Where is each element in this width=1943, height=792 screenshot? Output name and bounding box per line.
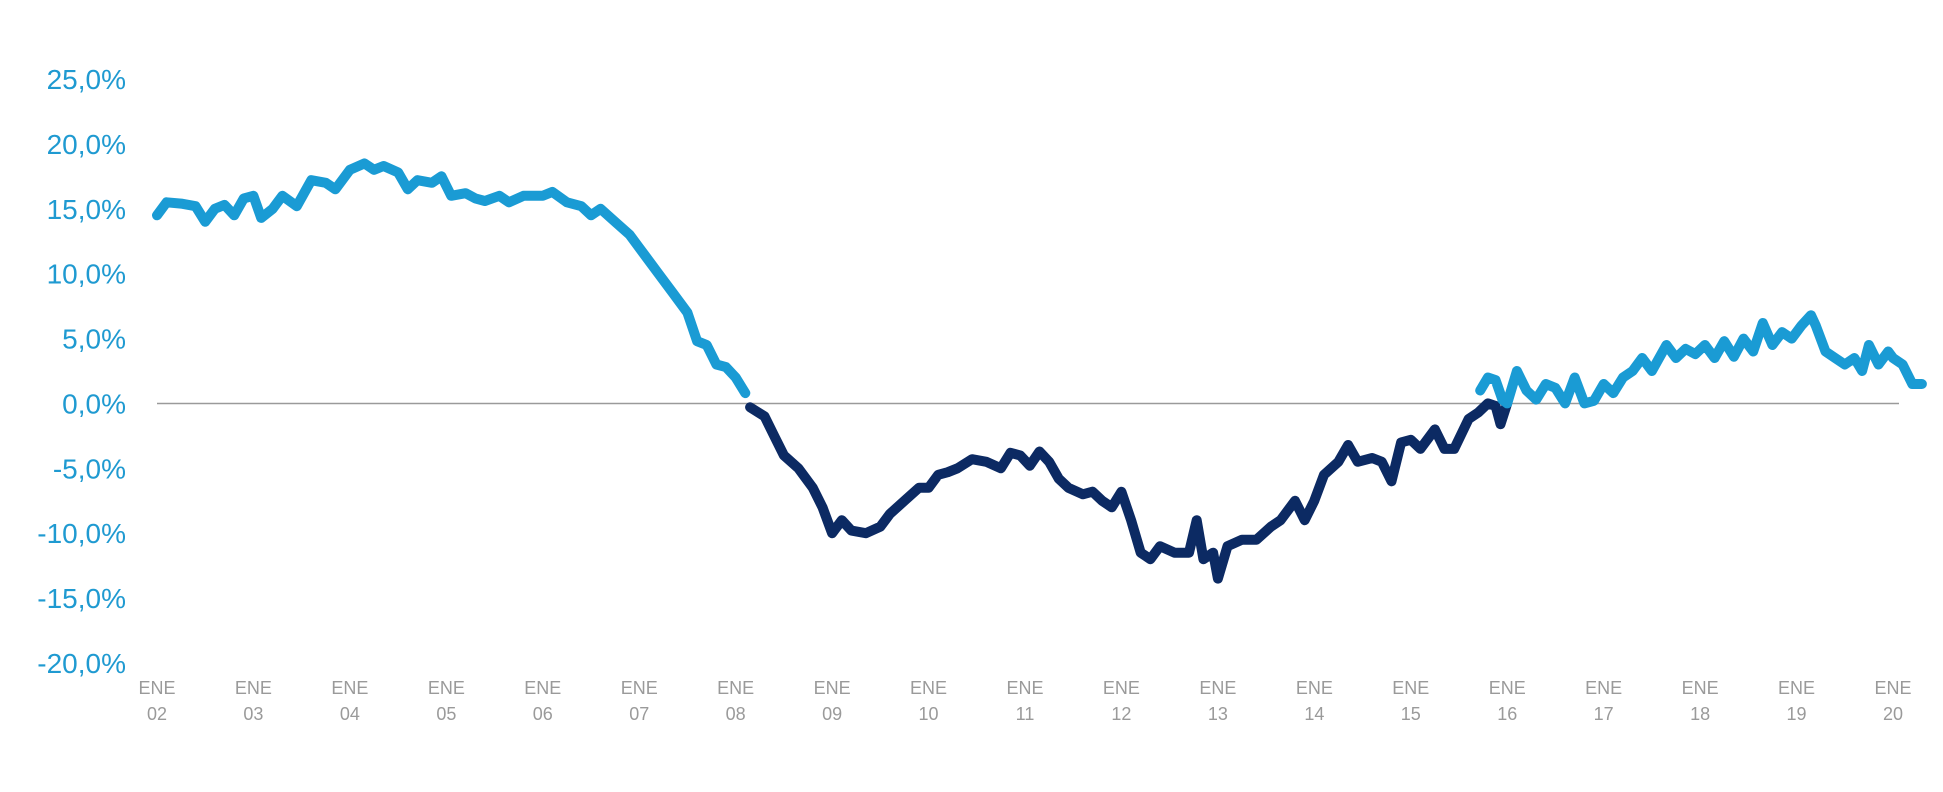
y-tick-label: -15,0% (37, 583, 126, 614)
y-tick-label: -5,0% (53, 453, 126, 484)
x-tick-label-bottom: 04 (340, 704, 360, 724)
x-tick-label-bottom: 05 (436, 704, 456, 724)
x-tick-label-top: ENE (621, 678, 658, 698)
series-line-2 (1475, 310, 1927, 409)
x-tick-label-top: ENE (235, 678, 272, 698)
x-tick-label-bottom: 18 (1690, 704, 1710, 724)
x-tick-label-top: ENE (524, 678, 561, 698)
x-tick-label-top: ENE (1006, 678, 1043, 698)
x-tick-label-bottom: 12 (1111, 704, 1131, 724)
x-tick-label-bottom: 14 (1304, 704, 1324, 724)
x-tick-label-top: ENE (1103, 678, 1140, 698)
x-axis: ENE 02 ENE 03 ENE 04 ENE 05 ENE 06 ENE 07 ENE 08 ENE 09… (138, 678, 1911, 724)
x-tick-label-bottom: 15 (1401, 704, 1421, 724)
x-tick-label-top: ENE (910, 678, 947, 698)
x-tick-label-bottom: 07 (629, 704, 649, 724)
x-tick-label-top: ENE (1489, 678, 1526, 698)
y-tick-label: 0,0% (62, 388, 126, 419)
x-tick-label-bottom: 03 (243, 704, 263, 724)
x-tick-label-top: ENE (1778, 678, 1815, 698)
x-tick-label-bottom: 16 (1497, 704, 1517, 724)
y-tick-label: -10,0% (37, 518, 126, 549)
x-tick-label-bottom: 19 (1787, 704, 1807, 724)
x-tick-label-bottom: 08 (726, 704, 746, 724)
series-line-1 (745, 398, 1513, 584)
y-tick-label: 5,0% (62, 324, 126, 355)
x-tick-label-bottom: 17 (1594, 704, 1614, 724)
x-tick-label-bottom: 09 (822, 704, 842, 724)
x-tick-label-top: ENE (1199, 678, 1236, 698)
y-axis: 25,0% 20,0% 15,0% 10,0% 5,0% 0,0% -5,0% -10,0% -… (37, 64, 126, 679)
x-tick-label-top: ENE (1682, 678, 1719, 698)
x-tick-label-top: ENE (1585, 678, 1622, 698)
x-tick-label-top: ENE (138, 678, 175, 698)
y-tick-label: 25,0% (47, 64, 126, 95)
x-tick-label-bottom: 20 (1883, 704, 1903, 724)
x-tick-label-top: ENE (428, 678, 465, 698)
y-tick-label: -20,0% (37, 648, 126, 679)
x-tick-label-top: ENE (1874, 678, 1911, 698)
x-tick-label-bottom: 02 (147, 704, 167, 724)
x-tick-label-top: ENE (1296, 678, 1333, 698)
y-tick-label: 10,0% (47, 259, 126, 290)
x-tick-label-top: ENE (814, 678, 851, 698)
x-tick-label-bottom: 10 (919, 704, 939, 724)
x-tick-label-bottom: 13 (1208, 704, 1228, 724)
x-tick-label-top: ENE (1392, 678, 1429, 698)
x-tick-label-top: ENE (331, 678, 368, 698)
series-layer (152, 158, 1927, 584)
y-tick-label: 20,0% (47, 129, 126, 160)
series-line-0 (152, 158, 751, 399)
y-tick-label: 15,0% (47, 194, 126, 225)
x-tick-label-top: ENE (717, 678, 754, 698)
x-tick-label-bottom: 11 (1016, 704, 1035, 724)
x-tick-label-bottom: 06 (533, 704, 553, 724)
